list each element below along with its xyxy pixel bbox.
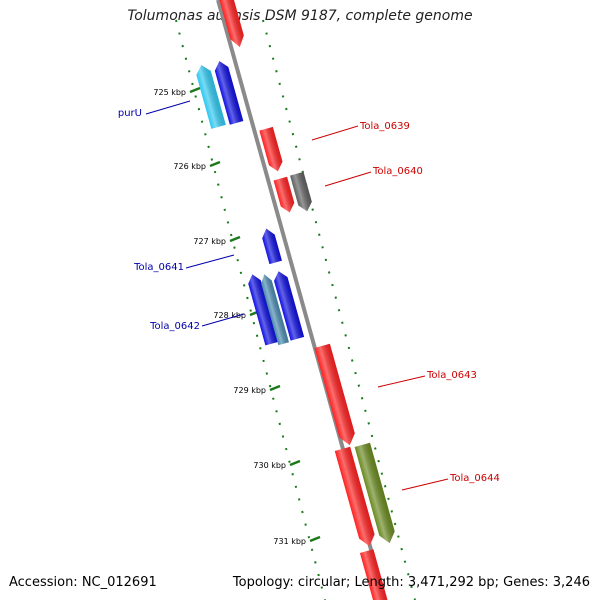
gene-label[interactable]: purU [118,108,142,119]
tick-label: 725 kbp [153,88,186,97]
gene-label-leader [324,171,372,187]
gene-label-leader [145,100,191,115]
tick-mark [229,235,241,243]
genome-summary-text: Topology: circular; Length: 3,471,292 bp… [232,575,590,590]
tick-label: 731 kbp [273,537,306,546]
map-title: Tolumonas auensis DSM 9187, complete gen… [127,8,473,24]
gene-arrow[interactable] [260,227,282,265]
tick-mark [189,86,201,94]
tick-marks: 725 kbp 726 kbp 727 kbp 728 kbp 729 kbp 730 k… [153,86,321,546]
gene-arrow[interactable] [272,269,305,341]
gene-label[interactable]: Tola_0641 [133,262,184,273]
tick-label: 730 kbp [253,461,286,470]
dotted-ring-guides [175,19,416,600]
tick-label: 729 kbp [233,386,266,395]
gene-features: purU Tola_0639 Tola_0640 Tola_0641 Tola_0642… [118,0,500,600]
gene-label[interactable]: Tola_0640 [372,166,423,177]
tick-label: 727 kbp [193,237,226,246]
accession-text: Accession: NC_012691 [9,575,157,590]
gene-shading [334,446,375,547]
gene-shading [262,228,282,265]
gene-label[interactable]: Tola_0639 [359,121,410,132]
gene-arrow[interactable] [217,0,246,49]
gene-arrow[interactable] [314,343,357,448]
tick-mark [209,160,221,168]
gene-label[interactable]: Tola_0642 [149,321,200,332]
tick-label: 726 kbp [173,162,206,171]
gene-label-leader [201,313,245,327]
gene-arrow[interactable] [354,442,398,546]
gene-arrow[interactable] [359,549,390,600]
tick-mark [309,535,321,543]
gene-shading [314,343,355,446]
outer-dotted-ring [262,19,416,600]
gene-label-leader [401,478,449,491]
gene-arrow[interactable] [194,63,226,129]
gene-shading [274,271,305,341]
gene-shading [261,274,289,346]
gene-arrow[interactable] [259,126,284,173]
gene-shading [354,442,395,544]
gene-arrow[interactable] [246,273,278,346]
gene-label-leader [311,125,359,141]
gene-arrow[interactable] [290,171,314,213]
gene-shading [217,0,244,47]
gene-label-leader [185,254,235,269]
tick-mark [269,384,281,392]
gene-arrow[interactable] [213,59,244,125]
gene-arrow[interactable] [334,446,377,549]
gene-shading [248,274,278,346]
gene-shading [359,549,388,600]
inner-dotted-ring [175,19,326,600]
gene-shading [273,176,295,213]
gene-label-leader [377,375,426,388]
gene-shading [290,171,312,212]
gene-arrow[interactable] [273,176,297,214]
tick-label: 728 kbp [213,311,246,320]
gene-shading [259,126,283,172]
tick-mark [289,459,301,467]
gene-label[interactable]: Tola_0643 [426,370,477,381]
gene-shading [196,65,226,129]
gene-shading [214,61,244,125]
gene-arrow[interactable] [259,273,289,346]
gene-label[interactable]: Tola_0644 [449,473,500,484]
